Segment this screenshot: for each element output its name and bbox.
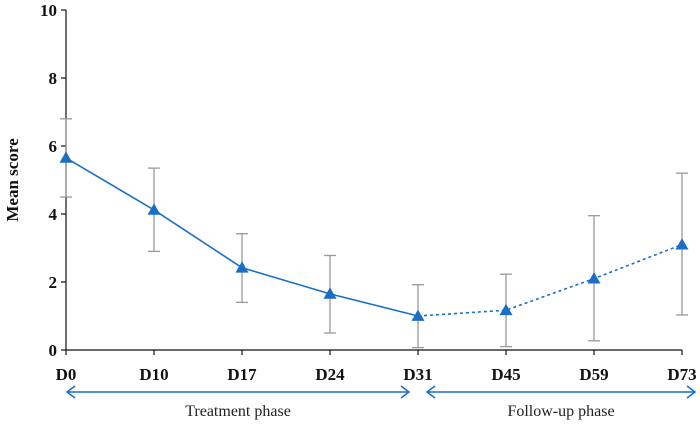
data-point-marker xyxy=(675,238,689,250)
y-tick-label: 10 xyxy=(40,1,57,20)
tick-labels: 0 2 4 6 8 10 D0 D10 D17 D24 D31 D45 D59 D73 xyxy=(40,1,697,384)
x-tick-label: D17 xyxy=(227,365,257,384)
treatment-phase-label: Treatment phase xyxy=(185,403,291,420)
treatment-phase-arrow-right-head xyxy=(400,385,411,399)
markers xyxy=(59,151,689,321)
data-point-marker xyxy=(499,303,513,316)
x-tick-label: D59 xyxy=(579,365,608,384)
x-tick-label: D31 xyxy=(403,365,432,384)
y-tick-label: 2 xyxy=(49,273,58,292)
x-tick-label: D45 xyxy=(491,365,520,384)
y-tick-label: 8 xyxy=(49,69,58,88)
y-tick-label: 4 xyxy=(49,205,58,224)
y-tick-label: 6 xyxy=(49,137,58,156)
x-tick-label: D73 xyxy=(667,365,696,384)
data-point-marker xyxy=(587,272,601,284)
series-line-dotted xyxy=(417,243,683,317)
x-tick-label: D24 xyxy=(315,365,345,384)
data-point-marker xyxy=(147,203,161,215)
follow-up-phase-label: Follow-up phase xyxy=(507,403,614,420)
y-tick-label: 0 xyxy=(49,341,58,360)
treatment-phase-arrow-left-head xyxy=(65,385,76,399)
y-axis-title: Mean score xyxy=(3,138,22,222)
x-tick-label: D10 xyxy=(139,365,168,384)
x-tick-label: D0 xyxy=(56,365,77,384)
data-point-marker xyxy=(235,261,249,273)
data-point-marker xyxy=(59,151,73,163)
phase-annotations: Treatment phase Follow-up phase xyxy=(65,385,697,420)
series-lines xyxy=(65,157,683,317)
error-bars xyxy=(60,118,688,349)
data-point-marker xyxy=(323,287,337,299)
data-point-marker xyxy=(411,309,425,321)
follow-up-phase-arrow-left-head xyxy=(425,385,436,399)
follow-up-phase-arrow-right-head xyxy=(686,385,697,399)
